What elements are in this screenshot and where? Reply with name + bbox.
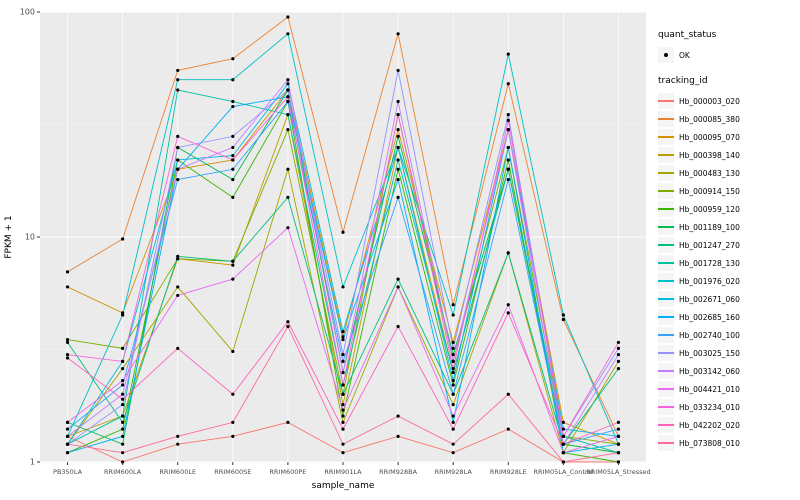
- legend-section-tracking-id: tracking_id Hb_000003_020 Hb_000085_380 Hb…: [658, 76, 800, 452]
- svg-text:RRIM901LA: RRIM901LA: [324, 468, 362, 476]
- line-key-icon: [658, 291, 674, 307]
- line-key-icon: [658, 435, 674, 451]
- line-key-icon: [658, 219, 674, 235]
- plot-panel: 1 10 100 PB350LA RRIM600LA RRIM600LE RRIM600SE…: [4, 8, 651, 491]
- line-key-icon: [658, 183, 674, 199]
- legend-label: Hb_003025_150: [679, 348, 740, 358]
- svg-text:sample_name: sample_name: [312, 481, 375, 491]
- legend-item: Hb_001728_130: [658, 254, 800, 272]
- legend-label: Hb_000003_020: [679, 96, 740, 106]
- legend-item: Hb_002685_160: [658, 308, 800, 326]
- line-key-icon: [658, 129, 674, 145]
- svg-text:RRIM600LA: RRIM600LA: [104, 468, 142, 476]
- svg-text:RRIM928LA: RRIM928LA: [435, 468, 473, 476]
- legend-item: Hb_000085_380: [658, 110, 800, 128]
- legend-label-ok: OK: [679, 50, 690, 60]
- legend-item: Hb_003025_150: [658, 344, 800, 362]
- svg-text:RRIM928BA: RRIM928BA: [379, 468, 417, 476]
- legend-label: Hb_004421_010: [679, 384, 740, 394]
- legend-label: Hb_000398_140: [679, 150, 740, 160]
- svg-text:100: 100: [20, 8, 35, 17]
- legend-label: Hb_003142_060: [679, 366, 740, 376]
- legend-item: Hb_001247_270: [658, 236, 800, 254]
- line-key-icon: [658, 147, 674, 163]
- legend-label: Hb_000095_070: [679, 132, 740, 142]
- line-key-icon: [658, 399, 674, 415]
- line-key-icon: [658, 165, 674, 181]
- legend-item: Hb_000095_070: [658, 128, 800, 146]
- svg-text:RRIM05LA_Control: RRIM05LA_Control: [533, 468, 593, 476]
- svg-text:PB350LA: PB350LA: [53, 468, 83, 476]
- line-key-icon: [658, 93, 674, 109]
- legend-item: Hb_003142_060: [658, 362, 800, 380]
- legend-label: Hb_000914_150: [679, 186, 740, 196]
- svg-text:RRIM600SE: RRIM600SE: [214, 468, 251, 476]
- line-key-icon: [658, 345, 674, 361]
- line-key-icon: [658, 327, 674, 343]
- line-key-icon: [658, 363, 674, 379]
- legend-item: Hb_000914_150: [658, 182, 800, 200]
- svg-text:10: 10: [25, 233, 35, 242]
- legend-item: Hb_073808_010: [658, 434, 800, 452]
- line-key-icon: [658, 273, 674, 289]
- legend-label: Hb_001189_100: [679, 222, 740, 232]
- legend-label: Hb_002740_100: [679, 330, 740, 340]
- legend-item: Hb_004421_010: [658, 380, 800, 398]
- line-key-icon: [658, 417, 674, 433]
- legend-item: Hb_002740_100: [658, 326, 800, 344]
- legend-item: Hb_002671_060: [658, 290, 800, 308]
- fpkm-line-chart: 1 10 100 PB350LA RRIM600LA RRIM600LE RRIM600SE…: [4, 8, 651, 491]
- svg-text:RRIM928LE: RRIM928LE: [490, 468, 527, 476]
- legend-item: Hb_000959_120: [658, 200, 800, 218]
- legend-label: Hb_000483_130: [679, 168, 740, 178]
- svg-text:RRIM600PE: RRIM600PE: [269, 468, 306, 476]
- point-key-icon: [658, 47, 674, 63]
- legend-item: Hb_000398_140: [658, 146, 800, 164]
- svg-text:RRIM05LA_Stressed: RRIM05LA_Stressed: [586, 468, 650, 476]
- legend-label: Hb_073808_010: [679, 438, 740, 448]
- legend-label: Hb_033234_010: [679, 402, 740, 412]
- line-key-icon: [658, 255, 674, 271]
- svg-text:RRIM600LE: RRIM600LE: [159, 468, 196, 476]
- legend-item: Hb_033234_010: [658, 398, 800, 416]
- line-key-icon: [658, 111, 674, 127]
- legend-label: Hb_001976_020: [679, 276, 740, 286]
- line-key-icon: [658, 237, 674, 253]
- legend-item: Hb_001976_020: [658, 272, 800, 290]
- legend-tracking-id-items: Hb_000003_020 Hb_000085_380 Hb_000095_070 H…: [658, 92, 800, 452]
- legend-item: Hb_001189_100: [658, 218, 800, 236]
- svg-text:1: 1: [30, 458, 35, 467]
- legend: quant_status OK tracking_id Hb_000003_02…: [652, 0, 800, 500]
- legend-label: Hb_001728_130: [679, 258, 740, 268]
- legend-label: Hb_042202_020: [679, 420, 740, 430]
- legend-label: Hb_002671_060: [679, 294, 740, 304]
- legend-label: Hb_001247_270: [679, 240, 740, 250]
- legend-section-quant-status: quant_status OK: [658, 30, 800, 64]
- legend-label: Hb_002685_160: [679, 312, 740, 322]
- line-key-icon: [658, 309, 674, 325]
- legend-label: Hb_000085_380: [679, 114, 740, 124]
- legend-title-quant-status: quant_status: [658, 30, 717, 40]
- legend-title-tracking-id: tracking_id: [658, 76, 708, 86]
- svg-text:FPKM + 1: FPKM + 1: [4, 215, 14, 258]
- legend-item: Hb_000483_130: [658, 164, 800, 182]
- legend-item-ok: OK: [658, 46, 800, 64]
- legend-label: Hb_000959_120: [679, 204, 740, 214]
- legend-item: Hb_000003_020: [658, 92, 800, 110]
- line-key-icon: [658, 201, 674, 217]
- legend-item: Hb_042202_020: [658, 416, 800, 434]
- line-key-icon: [658, 381, 674, 397]
